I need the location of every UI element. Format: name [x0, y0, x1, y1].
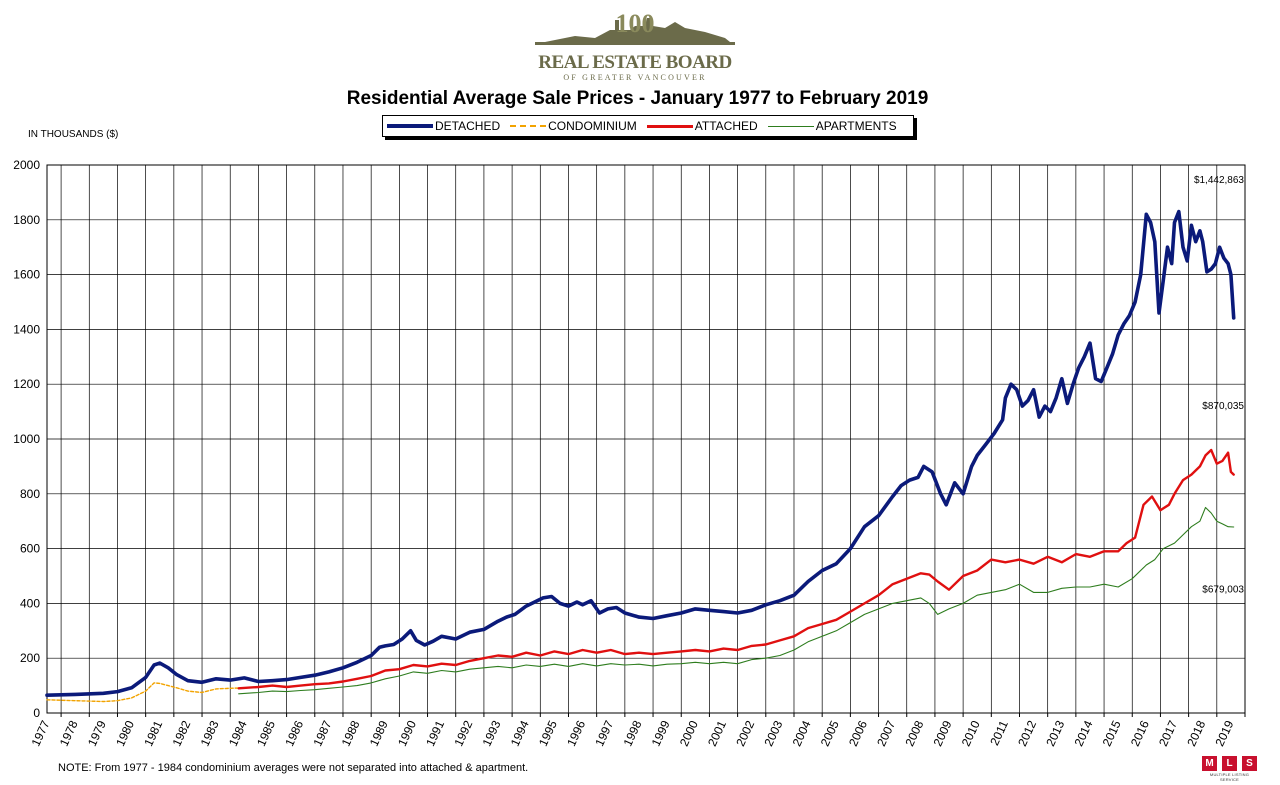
- x-tick-label: 1999: [649, 718, 673, 748]
- x-tick-label: 1982: [170, 718, 194, 748]
- series-line-apartments: [238, 506, 1235, 695]
- legend-swatch-detached: [387, 124, 433, 128]
- x-tick-label: 1996: [564, 718, 588, 748]
- x-tick-label: 1979: [85, 718, 109, 748]
- legend-item-condominium: CONDOMINIUM: [510, 119, 637, 133]
- annotation-detached: $1,442,863: [1194, 175, 1244, 186]
- x-tick-label: 2008: [902, 718, 926, 748]
- footnote: NOTE: From 1977 - 1984 condominium avera…: [58, 762, 529, 774]
- logo-subtitle: OF GREATER VANCOUVER: [563, 73, 707, 82]
- x-tick-label: 1984: [226, 718, 250, 748]
- y-tick-label: 200: [20, 651, 40, 665]
- y-tick-label: 800: [20, 487, 40, 501]
- chart-title: Residential Average Sale Prices - Januar…: [346, 88, 929, 109]
- mls-letter-l: L: [1222, 756, 1237, 771]
- x-tick-label: 2014: [1072, 718, 1096, 748]
- x-tick-label: 1998: [621, 718, 645, 748]
- annotation-apartments: $679,003: [1202, 584, 1244, 595]
- annotation-attached: $870,035: [1202, 401, 1244, 412]
- x-tick-label: 1991: [423, 718, 447, 748]
- x-tick-label: 2005: [818, 718, 842, 748]
- legend-item-apartments: APARTMENTS: [767, 119, 897, 133]
- x-tick-label: 2017: [1156, 718, 1180, 748]
- x-tick-label: 1989: [367, 718, 391, 748]
- x-tick-label: 2015: [1100, 718, 1124, 748]
- x-tick-label: 1987: [310, 718, 334, 748]
- x-tick-label: 2004: [790, 718, 814, 748]
- board-logo: 100 REAL ESTATE BOARD OF GREATER VANCOUV…: [535, 8, 735, 82]
- legend-swatch-attached: [646, 124, 693, 128]
- mls-letter-s: S: [1242, 756, 1257, 771]
- legend-item-detached: DETACHED: [387, 119, 500, 133]
- x-tick-label: 1977: [29, 718, 53, 748]
- y-tick-label: 1800: [13, 213, 40, 227]
- x-tick-label: 1978: [57, 718, 81, 748]
- x-tick-label: 2012: [1015, 718, 1039, 748]
- x-tick-label: 1993: [480, 718, 504, 748]
- y-tick-label: 1000: [13, 432, 40, 446]
- x-tick-label: 2000: [677, 718, 701, 748]
- x-tick-label: 2001: [705, 718, 729, 748]
- x-tick-label: 2018: [1184, 718, 1208, 748]
- series-line-condominium: [46, 682, 246, 703]
- y-tick-label: 1200: [13, 377, 40, 391]
- x-tick-label: 2019: [1212, 718, 1236, 748]
- x-tick-label: 1988: [339, 718, 363, 748]
- legend-label-detached: DETACHED: [435, 119, 501, 133]
- legend-item-attached: ATTACHED: [646, 119, 758, 133]
- x-tick-label: 2013: [1043, 718, 1067, 748]
- y-tick-label: 2000: [13, 158, 40, 172]
- series-line-attached: [237, 448, 1235, 690]
- chart-legend: DETACHED CONDOMINIUM ATTACHED APARTMENTS: [382, 115, 914, 137]
- x-tick-label: 2003: [761, 718, 785, 748]
- skyline-icon: 100: [535, 9, 735, 45]
- y-tick-label: 0: [33, 706, 40, 720]
- x-tick-label: 2002: [733, 718, 757, 748]
- mls-caption: MULTIPLE LISTING SERVICE: [1209, 772, 1250, 782]
- legend-label-apartments: APARTMENTS: [815, 119, 897, 133]
- x-tick-label: 1986: [282, 718, 306, 748]
- x-tick-label: 1990: [395, 718, 419, 748]
- x-tick-label: 1992: [451, 718, 475, 748]
- y-tick-label: 400: [20, 596, 40, 610]
- legend-swatch-apartments: [767, 125, 814, 127]
- mls-logo: M L S MULTIPLE LISTING SERVICE: [1202, 756, 1257, 782]
- x-tick-label: 1985: [254, 718, 278, 748]
- x-tick-label: 1980: [113, 718, 137, 748]
- x-tick-label: 1995: [536, 718, 560, 748]
- x-tick-label: 1997: [592, 718, 616, 748]
- x-tick-label: 2016: [1128, 718, 1152, 748]
- x-tick-label: 2009: [931, 718, 955, 748]
- logo-mark: 100: [616, 9, 655, 38]
- x-tick-label: 2006: [846, 718, 870, 748]
- x-tick-label: 1981: [141, 718, 165, 748]
- y-axis-units: IN THOUSANDS ($): [28, 129, 119, 140]
- y-tick-label: 1400: [13, 322, 40, 336]
- x-tick-label: 2010: [959, 718, 983, 748]
- logo-name: REAL ESTATE BOARD: [538, 52, 732, 73]
- x-tick-label: 2007: [874, 718, 898, 748]
- legend-label-condominium: CONDOMINIUM: [548, 119, 637, 133]
- x-tick-label: 1983: [198, 718, 222, 748]
- x-tick-label: 1994: [508, 718, 532, 748]
- legend-swatch-condominium: [510, 125, 547, 127]
- y-tick-label: 1600: [13, 268, 40, 282]
- mls-letter-m: M: [1202, 756, 1217, 771]
- y-tick-label: 600: [20, 542, 40, 556]
- series-line-detached: [45, 209, 1236, 698]
- x-tick-label: 2011: [987, 718, 1011, 748]
- legend-label-attached: ATTACHED: [694, 119, 758, 133]
